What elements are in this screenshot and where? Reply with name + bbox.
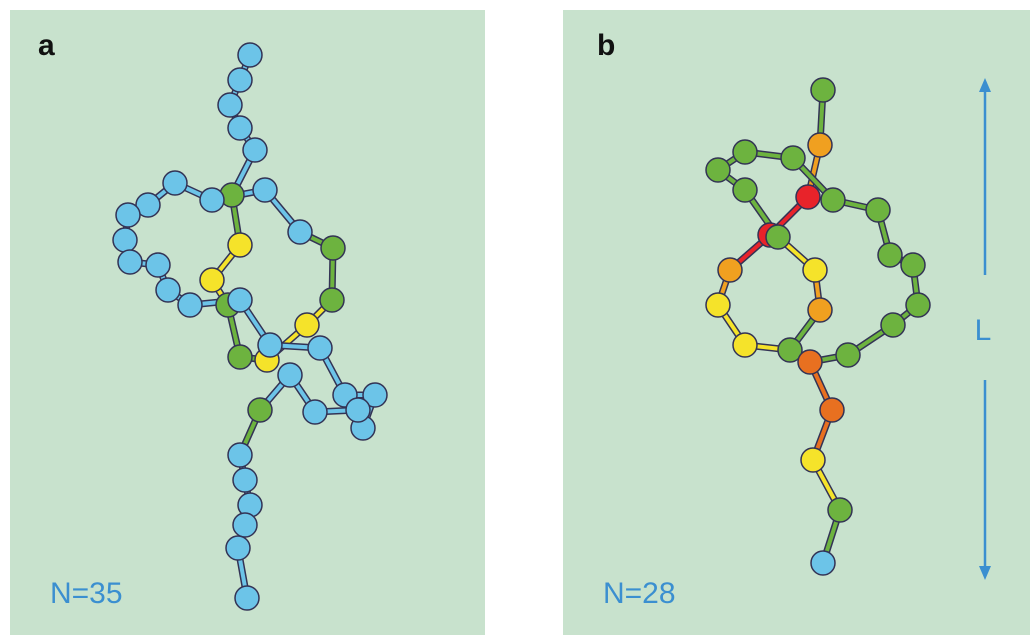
- bead: [199, 267, 225, 293]
- bead: [135, 192, 161, 218]
- bead: [117, 249, 143, 275]
- bead: [795, 184, 821, 210]
- bead: [905, 292, 931, 318]
- bead: [827, 497, 853, 523]
- bead: [705, 292, 731, 318]
- bead: [257, 332, 283, 358]
- bead: [807, 297, 833, 323]
- bead: [807, 132, 833, 158]
- bead: [819, 397, 845, 423]
- bead: [217, 92, 243, 118]
- bead: [232, 512, 258, 538]
- bead: [705, 157, 731, 183]
- bead: [820, 187, 846, 213]
- bead: [227, 67, 253, 93]
- bead: [232, 467, 258, 493]
- bead: [732, 332, 758, 358]
- bead: [247, 397, 273, 423]
- bead: [865, 197, 891, 223]
- bead: [237, 42, 263, 68]
- bead: [227, 442, 253, 468]
- bead: [277, 362, 303, 388]
- bead: [345, 397, 371, 423]
- bead: [319, 287, 345, 313]
- caption: N=28: [603, 577, 676, 610]
- bead: [287, 219, 313, 245]
- bead: [302, 399, 328, 425]
- length-arrow: [979, 78, 991, 580]
- bead: [115, 202, 141, 228]
- knot-chains: [112, 42, 931, 611]
- bead: [307, 335, 333, 361]
- bead: [320, 235, 346, 261]
- bead: [227, 287, 253, 313]
- bead: [177, 292, 203, 318]
- bead: [780, 145, 806, 171]
- bead: [810, 77, 836, 103]
- bead: [199, 187, 225, 213]
- bead: [242, 137, 268, 163]
- dimension-label: L: [975, 314, 992, 347]
- bead: [777, 337, 803, 363]
- bead: [362, 382, 388, 408]
- bead: [800, 447, 826, 473]
- bead: [162, 170, 188, 196]
- bead: [900, 252, 926, 278]
- panel-b: [563, 10, 1030, 635]
- bead: [835, 342, 861, 368]
- bead: [797, 349, 823, 375]
- caption: N=35: [50, 577, 123, 610]
- bead: [802, 257, 828, 283]
- bead: [880, 312, 906, 338]
- bead: [227, 115, 253, 141]
- panel-label: a: [38, 29, 55, 62]
- bead: [877, 242, 903, 268]
- bead: [155, 277, 181, 303]
- bead: [252, 177, 278, 203]
- bead: [145, 252, 171, 278]
- bead: [732, 177, 758, 203]
- bead: [112, 227, 138, 253]
- panel-label: b: [597, 29, 615, 62]
- bead: [294, 312, 320, 338]
- bead: [717, 257, 743, 283]
- bead: [234, 585, 260, 611]
- bead: [227, 344, 253, 370]
- bead: [765, 224, 791, 250]
- bead: [810, 550, 836, 576]
- bead: [225, 535, 251, 561]
- bead: [227, 232, 253, 258]
- bead: [732, 139, 758, 165]
